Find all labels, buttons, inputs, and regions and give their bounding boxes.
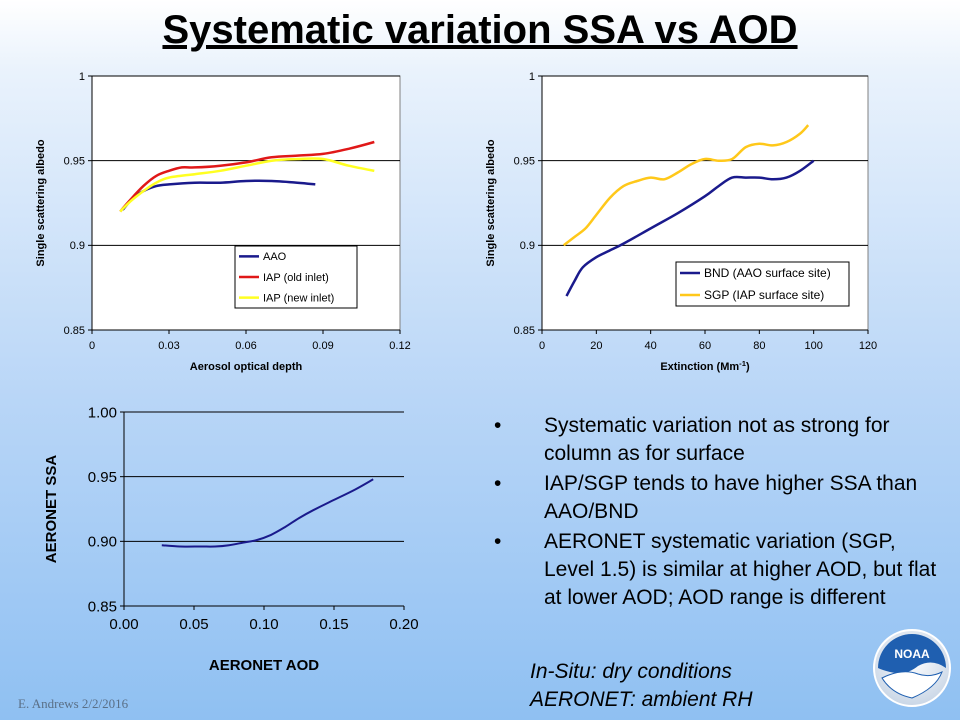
bullet-dot: • (494, 414, 502, 437)
legend-label: SGP (IAP surface site) (704, 288, 824, 302)
bullet-item: • AERONET systematic variation (SGP, Leve… (490, 528, 940, 612)
x-tick-label: 40 (645, 340, 657, 352)
y-axis-label: AERONET SSA (43, 455, 60, 564)
chart-2: 0.85 0.9 0.95 1 0 20 40 60 80 100 120 Extinction (M… (485, 71, 877, 373)
x-tick-label: 0.09 (312, 340, 333, 352)
x-axis-label: Extinction (Mm-1) (660, 359, 750, 374)
x-tick-label: 0 (539, 340, 545, 352)
bullet-text: AERONET systematic variation (SGP, Level… (544, 530, 937, 609)
y-tick-label: 0.95 (88, 469, 117, 486)
plot-area (124, 412, 404, 606)
x-axis-label: AERONET AOD (209, 657, 319, 674)
y-tick-label: 0.85 (64, 325, 85, 337)
noaa-logo: NOAA (873, 629, 951, 707)
x-tick-label: 0.10 (249, 616, 278, 633)
note-aeronet: AERONET: ambient RH (530, 688, 753, 711)
bullet-item: • IAP/SGP tends to have higher SSA than A… (490, 470, 940, 526)
y-axis-label: Single scattering albedo (35, 139, 47, 266)
series-line-aeronet (161, 478, 374, 548)
y-tick-label: 0.95 (64, 156, 85, 168)
x-tick-label: 0.15 (319, 616, 348, 633)
legend-label: AAO (263, 251, 287, 263)
x-tick-label: 0.06 (235, 340, 256, 352)
series-line-iap-old-inlet (119, 140, 375, 213)
x-tick-label: 0 (89, 340, 95, 352)
bullet-list: • Systematic variation not as strong for … (490, 412, 940, 614)
x-axis-label: Aerosol optical depth (190, 361, 303, 373)
legend-box (675, 261, 850, 307)
chart-3: 0.85 0.90 0.95 1.00 0.00 0.05 0.10 0.15 0.20 AERO… (43, 404, 419, 674)
legend-label: IAP (new inlet) (263, 293, 334, 305)
x-tick-label: 100 (804, 340, 822, 352)
y-tick-label: 0.85 (514, 325, 535, 337)
series-line-sgp-iap-surface-site (562, 124, 810, 247)
x-tick-label: 60 (699, 340, 711, 352)
x-tick-label: 20 (590, 340, 602, 352)
y-tick-label: 0.90 (88, 534, 117, 551)
x-tick-label: 0.03 (158, 340, 179, 352)
x-tick-label: 120 (859, 340, 877, 352)
chart-1: 0.85 0.9 0.95 1 0 0.03 0.06 0.09 0.12 Aerosol opt… (35, 71, 411, 373)
y-axis-label: Single scattering albedo (485, 139, 497, 266)
y-tick-label: 1 (79, 71, 85, 83)
y-tick-label: 1.00 (88, 404, 117, 421)
x-tick-label: 80 (753, 340, 765, 352)
footer-author-date: E. Andrews 2/2/2016 (18, 696, 129, 711)
x-tick-label: 0.00 (109, 616, 138, 633)
legend: AAO IAP (old inlet) IAP (new inlet) (234, 245, 358, 309)
bullet-text: IAP/SGP tends to have higher SSA than AA… (544, 472, 918, 523)
x-tick-label: 0.12 (389, 340, 410, 352)
series-line-iap-new-inlet (119, 157, 375, 213)
bullet-dot: • (494, 530, 502, 553)
x-tick-label: 0.20 (389, 616, 418, 633)
y-tick-label: 1 (529, 71, 535, 83)
logo-text: NOAA (894, 647, 930, 661)
y-tick-label: 0.85 (88, 598, 117, 615)
notes-box: In-Situ: dry conditions AERONET: ambient… (530, 658, 753, 714)
y-tick-label: 0.9 (520, 240, 535, 252)
bullet-item: • Systematic variation not as strong for … (490, 412, 940, 468)
x-tick-label: 0.05 (179, 616, 208, 633)
bullet-text: Systematic variation not as strong for c… (544, 414, 890, 465)
slide-title: Systematic variation SSA vs AOD (162, 8, 798, 52)
note-insitu: In-Situ: dry conditions (530, 660, 732, 683)
legend-label: IAP (old inlet) (263, 272, 329, 284)
series-line-bnd-aao-surface-site (565, 159, 815, 297)
y-tick-label: 0.95 (514, 156, 535, 168)
legend: BND (AAO surface site) SGP (IAP surface s… (675, 261, 850, 307)
y-tick-label: 0.9 (70, 240, 85, 252)
bullet-dot: • (494, 472, 502, 495)
legend-label: BND (AAO surface site) (704, 266, 831, 280)
